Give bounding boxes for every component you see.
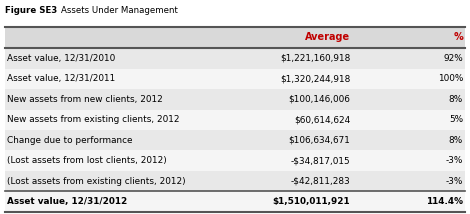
- Text: 5%: 5%: [449, 115, 463, 124]
- Text: Asset value, 12/31/2010: Asset value, 12/31/2010: [7, 54, 115, 63]
- Text: -3%: -3%: [446, 156, 463, 165]
- Bar: [5, 171, 465, 191]
- Text: $1,320,244,918: $1,320,244,918: [280, 74, 350, 83]
- Bar: [5, 27, 465, 48]
- Bar: [5, 48, 465, 69]
- Text: $1,510,011,921: $1,510,011,921: [273, 197, 350, 206]
- Text: (Lost assets from lost clients, 2012): (Lost assets from lost clients, 2012): [7, 156, 167, 165]
- Text: Asset value, 12/31/2012: Asset value, 12/31/2012: [7, 197, 127, 206]
- Bar: [5, 150, 465, 171]
- Bar: [5, 89, 465, 110]
- Bar: [5, 191, 465, 212]
- Bar: [5, 69, 465, 89]
- Text: New assets from new clients, 2012: New assets from new clients, 2012: [7, 95, 163, 104]
- Text: $1,221,160,918: $1,221,160,918: [280, 54, 350, 63]
- Text: Figure SE3: Figure SE3: [5, 6, 57, 15]
- Bar: [5, 130, 465, 150]
- Text: Assets Under Management: Assets Under Management: [61, 6, 178, 15]
- Text: 92%: 92%: [443, 54, 463, 63]
- Text: Change due to performance: Change due to performance: [7, 136, 133, 145]
- Text: (Lost assets from existing clients, 2012): (Lost assets from existing clients, 2012…: [7, 177, 186, 186]
- Text: 8%: 8%: [449, 136, 463, 145]
- Text: 100%: 100%: [438, 74, 463, 83]
- Text: $60,614,624: $60,614,624: [294, 115, 350, 124]
- Text: New assets from existing clients, 2012: New assets from existing clients, 2012: [7, 115, 180, 124]
- Text: 114.4%: 114.4%: [426, 197, 463, 206]
- Text: Asset value, 12/31/2011: Asset value, 12/31/2011: [7, 74, 115, 83]
- Text: Average: Average: [305, 33, 350, 42]
- Text: %: %: [453, 33, 463, 42]
- Text: $106,634,671: $106,634,671: [288, 136, 350, 145]
- Text: $100,146,006: $100,146,006: [288, 95, 350, 104]
- Text: -$42,811,283: -$42,811,283: [290, 177, 350, 186]
- Text: -$34,817,015: -$34,817,015: [290, 156, 350, 165]
- Text: -3%: -3%: [446, 177, 463, 186]
- Bar: [5, 110, 465, 130]
- Text: 8%: 8%: [449, 95, 463, 104]
